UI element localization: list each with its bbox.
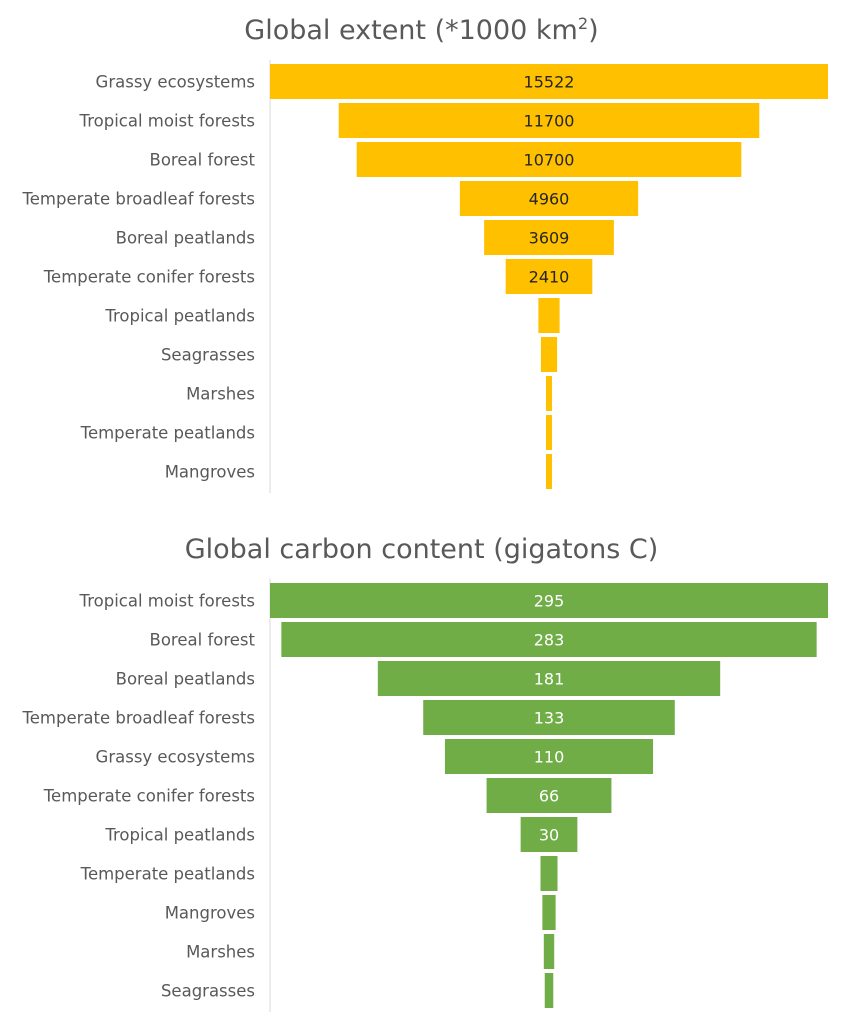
chart-1-bar: [520, 817, 578, 852]
chart-0-bar: [538, 298, 560, 333]
chart-0-bar: [546, 454, 552, 489]
chart-0-category-label: Temperate peatlands: [80, 424, 255, 443]
chart-1-category-label: Mangroves: [165, 904, 255, 923]
extent-funnel-plot: Grassy ecosystems 15522 Tropical moist for…: [22, 60, 828, 493]
extent-title-text: Global extent (*1000 km: [244, 15, 578, 46]
chart-1-category-label: Marshes: [186, 943, 255, 962]
extent-title-suffix: ): [588, 15, 599, 46]
extent-chart-title: Global extent (*1000 km2): [0, 14, 843, 46]
chart-0-category-label: Grassy ecosystems: [96, 73, 255, 92]
chart-1-category-label: Boreal peatlands: [116, 670, 255, 689]
chart-1-category-label: Temperate conifer forests: [43, 787, 255, 806]
chart-1-data-label: 133: [534, 709, 565, 728]
chart-1-data-label: 30: [539, 826, 559, 845]
chart-1-bar: [486, 778, 612, 813]
chart-0-bar: [546, 415, 552, 450]
chart-1-bar: [544, 973, 554, 1008]
chart-1-category-label: Tropical peatlands: [104, 826, 255, 845]
chart-0-category-label: Mangroves: [165, 463, 255, 482]
chart-0-bar: [484, 220, 614, 255]
chart-0-bar: [505, 259, 593, 294]
chart-0-data-label: 4960: [529, 190, 570, 209]
chart-1-bar: [543, 934, 555, 969]
chart-0-category-label: Boreal peatlands: [116, 229, 255, 248]
chart-0-data-label: 10700: [524, 151, 575, 170]
chart-1-data-label: 295: [534, 592, 565, 611]
chart-0-category-label: Temperate broadleaf forests: [22, 190, 256, 209]
chart-1-bar: [444, 739, 654, 774]
chart-1-category-label: Seagrasses: [161, 982, 255, 1001]
chart-0-category-label: Temperate conifer forests: [43, 268, 255, 287]
chart-1-bar: [270, 583, 828, 618]
chart-1-bar: [540, 856, 558, 891]
chart-0-bar: [546, 376, 552, 411]
chart-0-data-label: 11700: [524, 112, 575, 131]
carbon-funnel-plot: Tropical moist forests 295 Boreal forest 28…: [22, 579, 828, 1012]
chart-1-category-label: Tropical moist forests: [79, 592, 255, 611]
chart-0-category-label: Boreal forest: [150, 151, 256, 170]
chart-0-bar: [356, 142, 742, 177]
chart-0-category-label: Tropical peatlands: [104, 307, 255, 326]
chart-1-bar: [377, 661, 721, 696]
chart-1-bar: [542, 895, 556, 930]
chart-0-data-label: 2410: [529, 268, 570, 287]
chart-1-data-label: 110: [534, 748, 565, 767]
chart-0-data-label: 3609: [529, 229, 570, 248]
chart-1-data-label: 181: [534, 670, 565, 689]
chart-0-data-label: 15522: [524, 73, 575, 92]
chart-1-data-label: 283: [534, 631, 565, 650]
chart-1-bar: [281, 622, 817, 657]
chart-0-bar: [540, 337, 558, 372]
chart-0-category-label: Marshes: [186, 385, 255, 404]
extent-title-superscript: 2: [577, 14, 589, 33]
chart-0-bar: [270, 64, 828, 99]
chart-0-bar: [338, 103, 760, 138]
chart-1-category-label: Temperate broadleaf forests: [22, 709, 256, 728]
chart-1-bar: [423, 700, 675, 735]
chart-0-category-label: Tropical moist forests: [79, 112, 255, 131]
chart-1-category-label: Grassy ecosystems: [96, 748, 255, 767]
chart-0-bar: [459, 181, 639, 216]
chart-1-data-label: 66: [539, 787, 559, 806]
chart-1-category-label: Boreal forest: [150, 631, 256, 650]
chart-0-category-label: Seagrasses: [161, 346, 255, 365]
chart-1-category-label: Temperate peatlands: [80, 865, 255, 884]
carbon-chart-title: Global carbon content (gigatons C): [184, 534, 659, 565]
